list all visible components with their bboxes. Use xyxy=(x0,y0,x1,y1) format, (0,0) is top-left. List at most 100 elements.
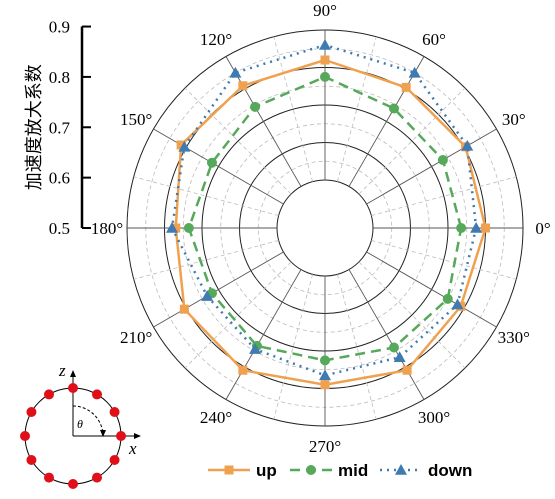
polar-grid xyxy=(126,29,524,427)
inset-sensor-point xyxy=(92,472,102,483)
point-down-90 xyxy=(319,39,331,50)
point-down-270 xyxy=(319,369,331,381)
spoke-minor xyxy=(133,176,279,216)
point-up-150 xyxy=(176,140,186,150)
spoke-minor xyxy=(273,274,313,420)
angle-labels: 0° 30° 60° 90° 120° 150° 180° 210° 240° 270° 300° 3… xyxy=(91,1,551,456)
spoke-minor xyxy=(358,87,466,195)
point-up-0 xyxy=(481,223,490,233)
angle-label-210: 210° xyxy=(120,328,152,347)
angle-label-0: 0° xyxy=(535,219,550,238)
angle-label-150: 150° xyxy=(120,110,152,129)
angle-label-240: 240° xyxy=(200,408,232,427)
spoke-minor xyxy=(371,240,517,280)
minor-grid-circle xyxy=(257,160,393,296)
legend-item-down: down xyxy=(380,461,472,480)
spoke-minor xyxy=(133,240,279,280)
point-mid-270 xyxy=(320,355,330,366)
inset-theta-arrow xyxy=(100,430,106,437)
sensor-layout-inset: z x θ xyxy=(20,361,141,489)
spoke-major xyxy=(225,269,302,400)
point-mid-330 xyxy=(442,293,453,304)
series-layer xyxy=(166,39,490,390)
point-mid-0 xyxy=(456,223,467,233)
point-down-0 xyxy=(470,222,483,233)
spoke-major xyxy=(348,56,425,187)
inset-sensor-point xyxy=(116,431,126,441)
inset-theta-label: θ xyxy=(77,417,83,431)
angle-label-330: 330° xyxy=(498,328,530,347)
series-line-down xyxy=(170,43,478,377)
grid-circle-0.5 xyxy=(276,179,374,277)
spoke-minor xyxy=(371,176,517,216)
spoke-minor xyxy=(273,36,313,182)
angle-label-30: 30° xyxy=(502,110,526,129)
legend-item-mid: mid xyxy=(290,461,368,480)
inset-sensor-point xyxy=(109,455,120,465)
point-down-210 xyxy=(201,290,214,301)
legend: up mid down xyxy=(208,461,472,480)
spoke-minor xyxy=(184,87,292,195)
point-down-30 xyxy=(461,139,474,151)
point-up-180 xyxy=(171,223,181,233)
angle-label-60: 60° xyxy=(422,30,446,49)
inset-sensor-point xyxy=(44,472,54,483)
point-down-180 xyxy=(166,222,178,233)
radial-axis: 加速度放大系数 0.5 0.6 0.7 0.8 0.9 xyxy=(24,18,91,238)
series-line-up xyxy=(174,58,487,386)
point-up-270 xyxy=(320,380,330,390)
legend-label-up: up xyxy=(256,461,277,480)
radial-tick-label-0.6: 0.6 xyxy=(49,169,70,188)
legend-item-up: up xyxy=(208,461,277,480)
radial-tick-label-0.9: 0.9 xyxy=(49,18,70,37)
spoke-minor xyxy=(337,36,377,182)
angle-label-180: 180° xyxy=(91,219,123,238)
spoke-major xyxy=(366,251,497,328)
spoke-major xyxy=(366,128,497,205)
legend-label-down: down xyxy=(428,461,472,480)
legend-marker-mid xyxy=(306,465,316,475)
point-down-240 xyxy=(249,343,262,354)
inset-z-arrow xyxy=(70,370,76,377)
point-mid-300 xyxy=(389,342,399,353)
radial-tick-label-0.8: 0.8 xyxy=(49,68,70,87)
point-down-300 xyxy=(393,351,406,363)
point-mid-60 xyxy=(389,103,399,114)
inset-sensor-point xyxy=(68,383,78,393)
point-up-300 xyxy=(402,365,412,375)
series-down xyxy=(166,39,483,381)
angle-label-300: 300° xyxy=(418,408,450,427)
point-up-60 xyxy=(401,82,411,92)
point-down-150 xyxy=(178,140,191,152)
spoke-major xyxy=(153,128,284,205)
spoke-major xyxy=(153,251,284,328)
inset-z-label: z xyxy=(58,361,66,380)
radial-tick-label-0.7: 0.7 xyxy=(49,118,71,137)
inset-sensor-point xyxy=(44,389,54,400)
spoke-minor xyxy=(184,261,292,369)
point-mid-90 xyxy=(320,71,330,82)
angle-label-120: 120° xyxy=(200,30,232,49)
point-up-210 xyxy=(179,304,189,314)
angle-label-90: 90° xyxy=(313,1,337,20)
point-mid-150 xyxy=(206,157,217,168)
spoke-major xyxy=(348,269,425,400)
point-down-120 xyxy=(229,66,242,78)
point-mid-120 xyxy=(250,101,261,112)
radial-tick-label-0.5: 0.5 xyxy=(49,219,70,238)
spoke-major xyxy=(225,56,302,187)
point-down-60 xyxy=(408,66,421,78)
spoke-minor xyxy=(358,261,466,369)
inset-sensor-point xyxy=(109,407,120,417)
point-up-120 xyxy=(238,81,248,91)
inset-sensor-point xyxy=(26,407,37,417)
point-down-330 xyxy=(451,298,464,310)
inset-sensor-point xyxy=(92,389,102,400)
legend-label-mid: mid xyxy=(338,461,368,480)
point-mid-30 xyxy=(437,154,448,165)
y-axis-label: 加速度放大系数 xyxy=(24,64,44,190)
inset-sensor-point xyxy=(26,455,37,465)
point-mid-180 xyxy=(183,223,194,233)
inset-sensor-point xyxy=(20,431,30,441)
